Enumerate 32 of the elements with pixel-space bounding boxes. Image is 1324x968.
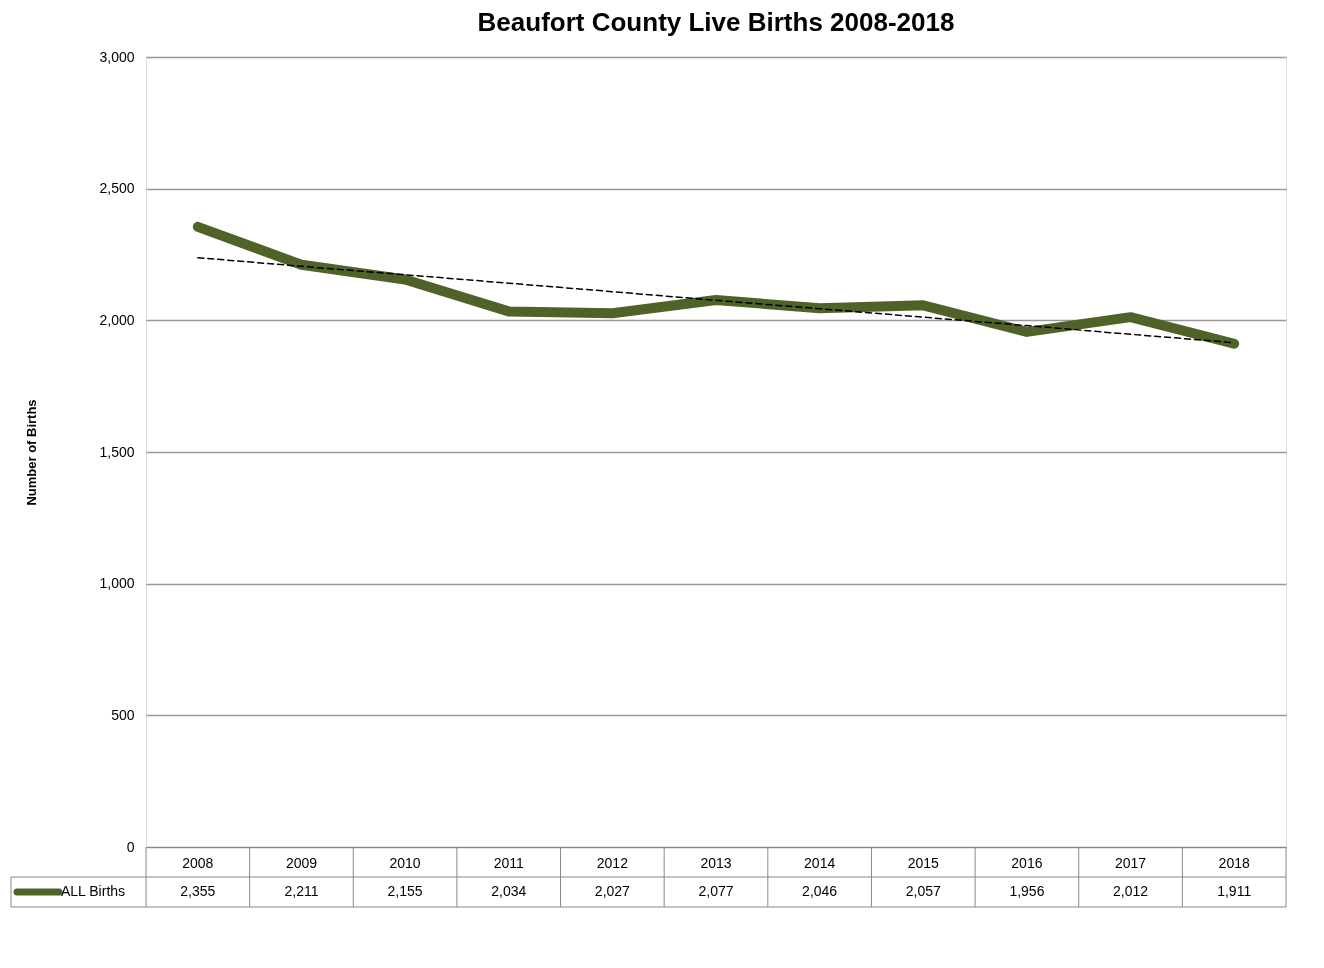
chart-title: Beaufort County Live Births 2008-2018 bbox=[477, 7, 955, 37]
x-tick-label: 2008 bbox=[182, 854, 214, 871]
x-tick-label: 2014 bbox=[804, 854, 836, 871]
y-tick-label: 3,000 bbox=[99, 48, 135, 65]
x-tick-label: 2017 bbox=[1114, 854, 1147, 871]
x-tick-label: 2009 bbox=[285, 854, 318, 871]
y-tick-label: 500 bbox=[111, 706, 135, 723]
data-label: 2,027 bbox=[594, 883, 631, 899]
data-label: 2,034 bbox=[491, 883, 527, 899]
y-axis-title: Number of Births bbox=[24, 399, 40, 506]
x-tick-label: 2012 bbox=[596, 854, 629, 871]
legend-label: ALL Births bbox=[61, 883, 126, 899]
x-tick-label: 2013 bbox=[700, 854, 732, 871]
data-label: 2,057 bbox=[905, 883, 941, 899]
y-tick-label: 1,500 bbox=[99, 443, 135, 460]
y-tick-label: 2,500 bbox=[99, 180, 135, 197]
y-tick-label: 2,000 bbox=[99, 311, 135, 328]
data-label: 2,355 bbox=[180, 883, 216, 899]
data-label: 2,046 bbox=[802, 883, 838, 899]
y-tick-label: 1,000 bbox=[99, 575, 135, 592]
x-tick-label: 2018 bbox=[1218, 854, 1250, 871]
data-label: 2,155 bbox=[387, 883, 423, 899]
data-label: 2,077 bbox=[698, 883, 734, 899]
x-tick-label: 2015 bbox=[907, 854, 940, 871]
x-tick-label: 2011 bbox=[493, 854, 524, 871]
data-label: 2,012 bbox=[1113, 883, 1149, 899]
y-tick-label: 0 bbox=[126, 838, 135, 855]
data-label: 2,211 bbox=[284, 883, 319, 899]
x-tick-label: 2016 bbox=[1011, 854, 1043, 871]
data-label: 1,911 bbox=[1217, 883, 1252, 899]
x-tick-label: 2010 bbox=[389, 854, 421, 871]
data-label: 1,956 bbox=[1009, 883, 1045, 899]
